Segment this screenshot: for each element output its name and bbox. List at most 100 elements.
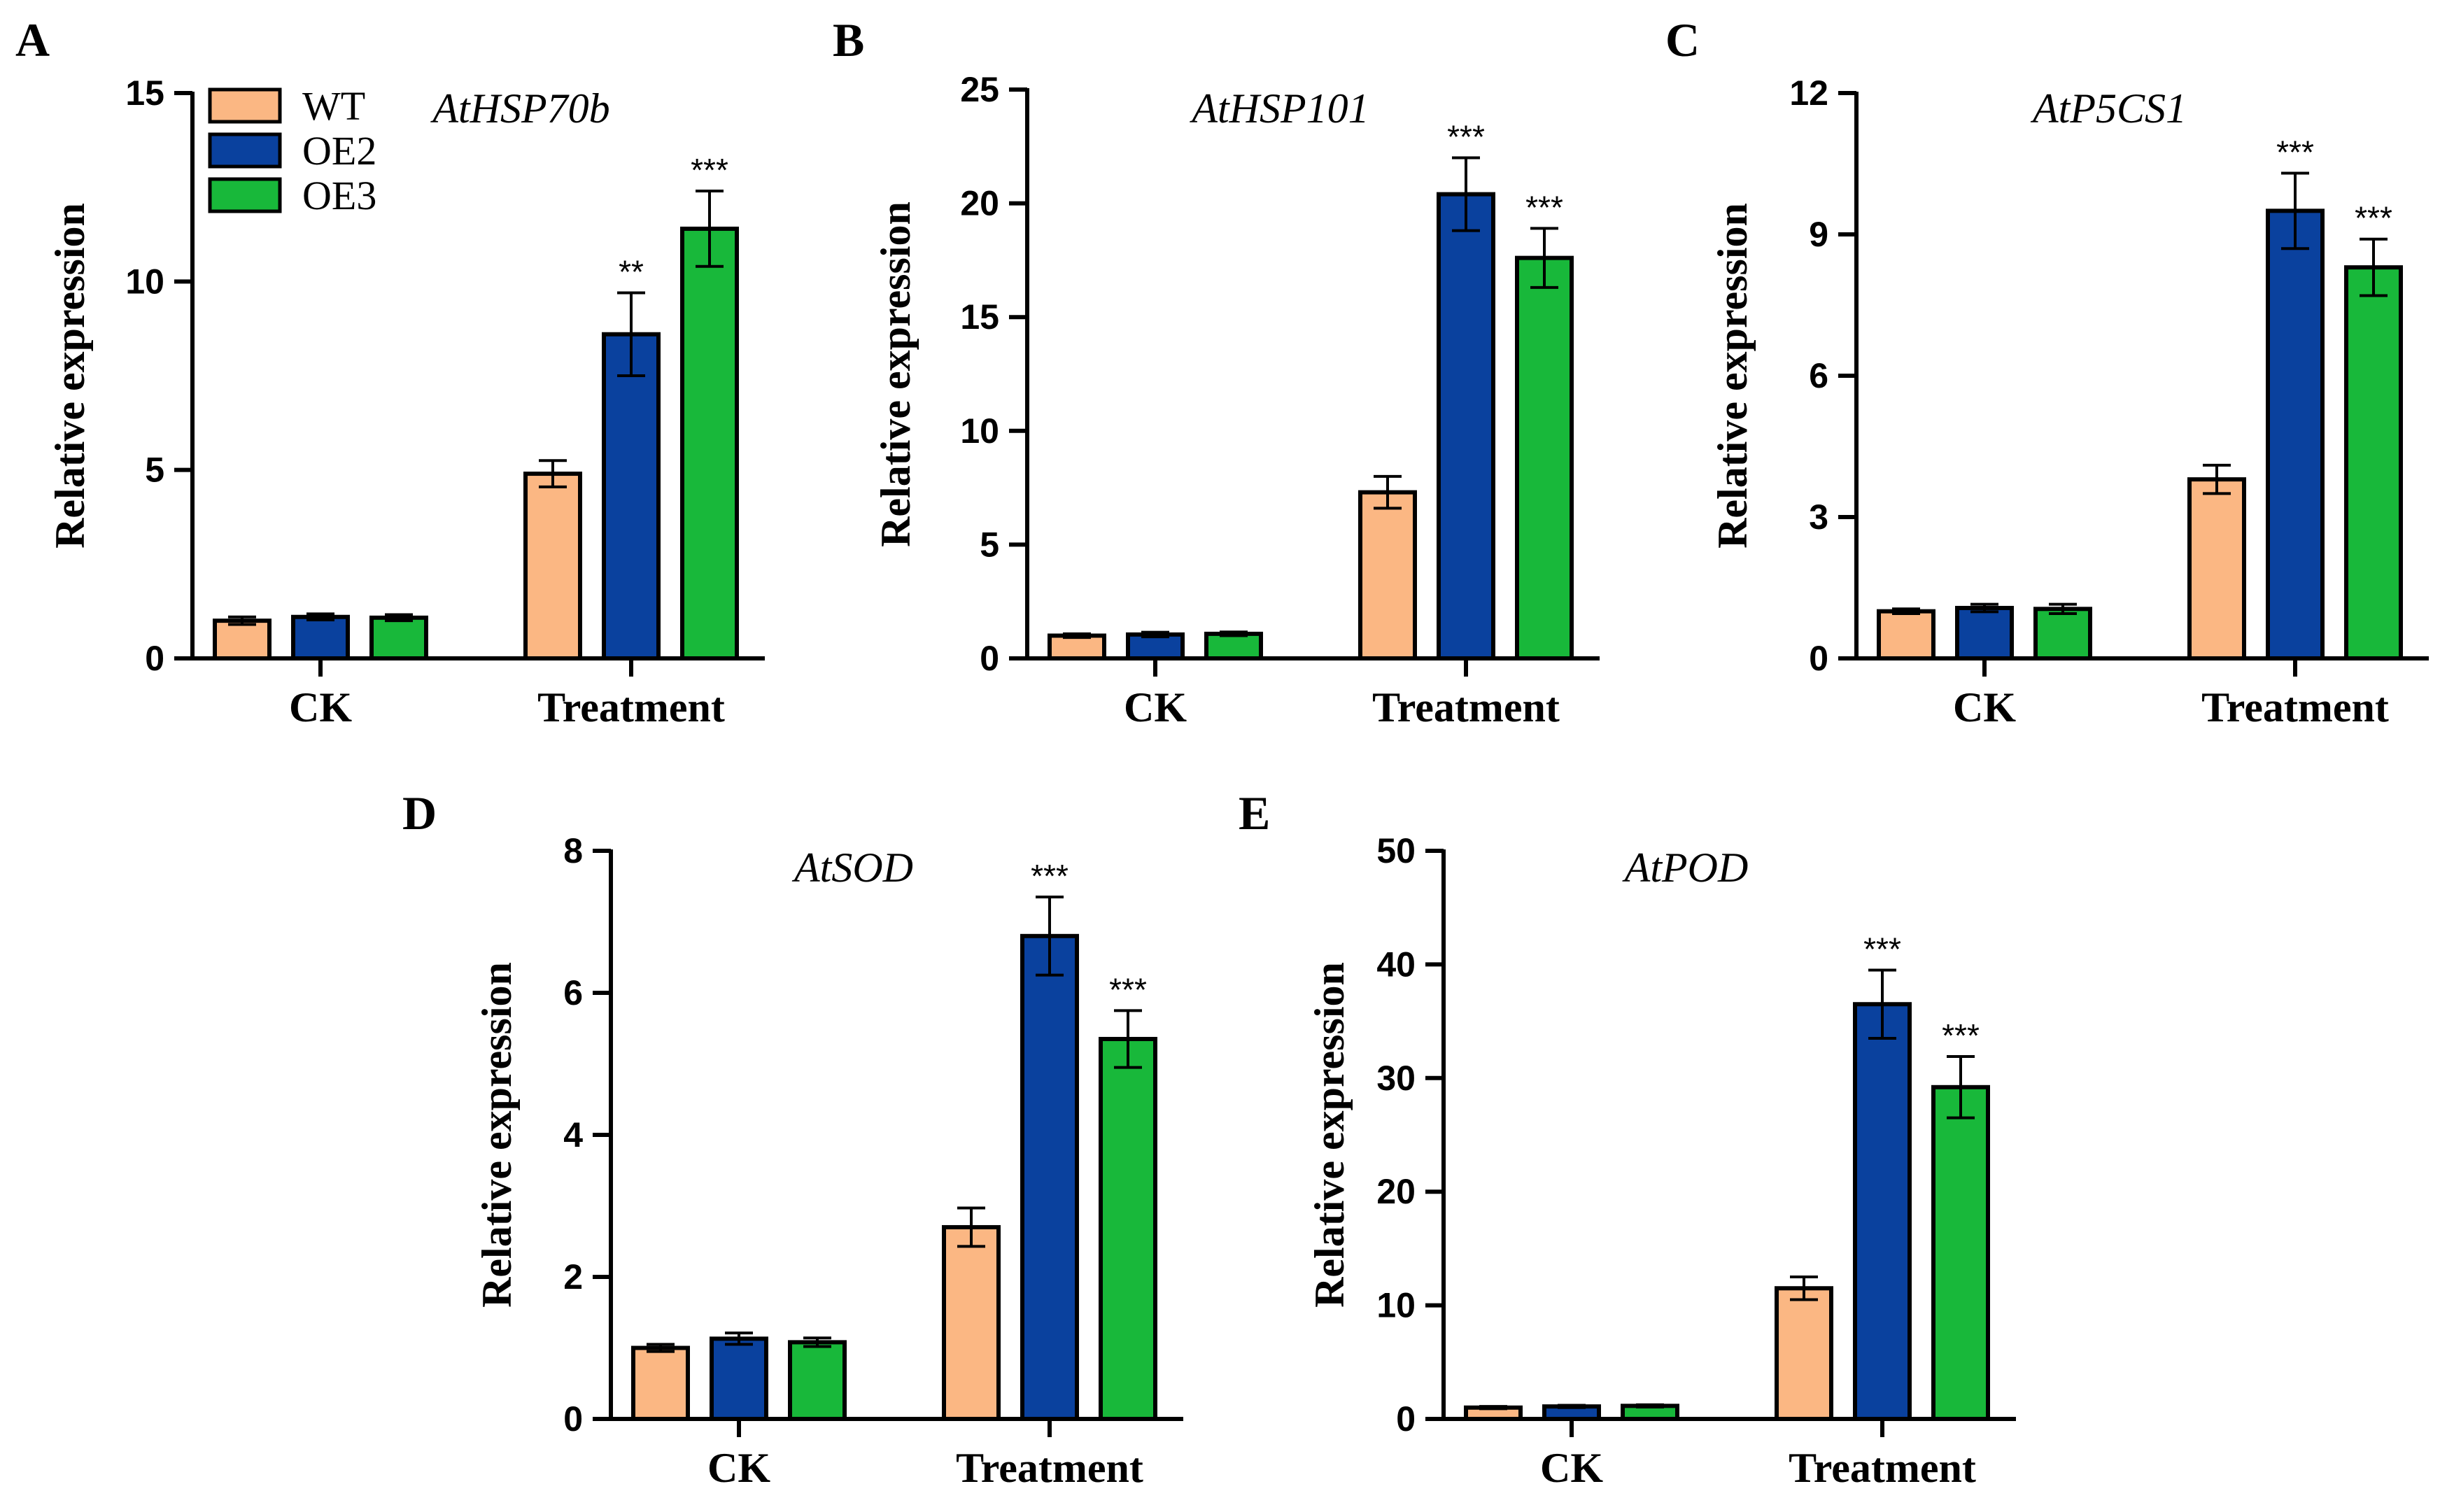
bar [1126, 632, 1185, 661]
bar [2266, 209, 2325, 661]
significance-label: *** [2355, 200, 2392, 236]
y-tick-label: 0 [1396, 1399, 1416, 1439]
bar [788, 1340, 847, 1422]
panel-letter: A [15, 13, 50, 66]
y-tick-label: 10 [960, 411, 999, 451]
bar [1048, 633, 1106, 660]
y-tick-label: 50 [1376, 831, 1416, 870]
bar [942, 1224, 1001, 1421]
x-tick-label: CK [1124, 684, 1187, 730]
legend-swatch [208, 177, 282, 213]
y-axis-label: Relative expression [47, 203, 93, 549]
significance-label: *** [1447, 119, 1485, 155]
legend-label: WT [302, 83, 365, 129]
y-tick-label: 0 [980, 639, 999, 678]
y-axis-label: Relative expression [873, 202, 919, 547]
chart-title: AtPOD [1622, 845, 1749, 891]
y-tick-label: 9 [1809, 215, 1828, 254]
bar [1775, 1286, 1833, 1421]
bar [1020, 933, 1079, 1422]
bar [602, 332, 661, 660]
bar [2033, 607, 2092, 660]
y-tick-label: 10 [125, 262, 164, 301]
chart-title: AtSOD [791, 845, 913, 891]
bar [1877, 609, 1935, 661]
x-tick-label: Treatment [1789, 1445, 1976, 1491]
panel-letter: C [1665, 13, 1700, 66]
bar [680, 226, 739, 661]
legend-label: OE3 [302, 173, 376, 218]
x-tick-label: CK [1540, 1445, 1603, 1491]
bar [213, 619, 272, 661]
significance-label: *** [1942, 1017, 1980, 1054]
y-tick-label: 0 [563, 1399, 583, 1439]
y-tick-label: 4 [563, 1115, 583, 1154]
y-tick-label: 5 [980, 525, 999, 564]
bar [710, 1336, 768, 1422]
y-tick-label: 8 [563, 831, 583, 870]
y-tick-label: 5 [145, 451, 164, 490]
x-tick-label: Treatment [537, 684, 725, 730]
x-tick-label: Treatment [1372, 684, 1560, 730]
y-tick-label: 3 [1809, 497, 1828, 537]
x-tick-label: CK [289, 684, 352, 730]
y-tick-label: 20 [1376, 1172, 1416, 1211]
chart-title: AtHSP70b [430, 85, 609, 132]
panel-a: A AtHSP70b Relative expression 0 5 10 15 CK Trea… [15, 13, 765, 730]
bar [291, 614, 350, 660]
legend-swatch [208, 87, 282, 124]
bar [1955, 605, 2014, 660]
y-axis-label: Relative expression [1709, 203, 1756, 549]
y-axis-label: Relative expression [474, 962, 520, 1308]
bar [1515, 255, 1574, 660]
y-tick-label: 0 [145, 639, 164, 678]
bar [2187, 477, 2246, 661]
significance-label: *** [1863, 931, 1901, 968]
y-tick-label: 25 [960, 70, 999, 109]
y-tick-label: 12 [1789, 73, 1828, 113]
panel-d: D AtSOD Relative expression 0 2 4 6 8 CK Treatmen… [402, 786, 1183, 1491]
bar [369, 615, 428, 660]
y-tick-label: 30 [1376, 1059, 1416, 1098]
x-tick-label: Treatment [956, 1445, 1143, 1491]
bar [1931, 1084, 1990, 1421]
bar [1853, 1002, 1912, 1421]
x-tick-label: CK [1953, 684, 2016, 730]
bar [1358, 490, 1417, 660]
panel-letter: D [402, 786, 437, 840]
panel-e: E AtPOD Relative expression 0 10 20 30 40 50 CK Tr… [1239, 786, 2016, 1491]
significance-label: *** [1525, 189, 1563, 225]
y-tick-label: 15 [125, 73, 164, 113]
panel-letter: E [1239, 786, 1270, 840]
significance-label: *** [2276, 134, 2314, 170]
y-tick-label: 2 [563, 1257, 583, 1296]
x-tick-label: Treatment [2201, 684, 2389, 730]
y-tick-label: 15 [960, 297, 999, 337]
legend-swatch [208, 132, 282, 169]
y-tick-label: 10 [1376, 1286, 1416, 1325]
panel-b: B AtHSP101 Relative expression 0 5 10 15 20 25 CK… [833, 13, 1600, 730]
significance-label: ** [619, 253, 644, 290]
bar [523, 472, 582, 660]
y-axis-label: Relative expression [1306, 962, 1353, 1308]
bar [1204, 631, 1263, 661]
significance-label: *** [1109, 971, 1147, 1008]
bar [631, 1345, 690, 1421]
chart-title: AtHSP101 [1189, 85, 1369, 132]
significance-label: *** [1031, 858, 1069, 894]
y-tick-label: 20 [960, 184, 999, 223]
y-tick-label: 0 [1809, 639, 1828, 678]
panel-c: C AtP5CS1 Relative expression 0 3 6 9 12 CK Treat… [1665, 13, 2429, 730]
y-tick-label: 6 [563, 973, 583, 1012]
legend-label: OE2 [302, 128, 376, 174]
bar [1437, 192, 1495, 661]
y-tick-label: 6 [1809, 356, 1828, 395]
chart-title: AtP5CS1 [2030, 85, 2187, 132]
panel-letter: B [833, 13, 864, 66]
significance-label: *** [691, 152, 728, 188]
bar [2344, 265, 2403, 660]
x-tick-label: CK [707, 1445, 770, 1491]
y-tick-label: 40 [1376, 945, 1416, 984]
